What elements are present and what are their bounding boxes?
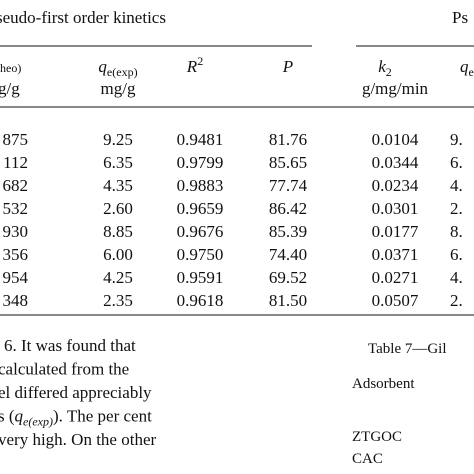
column-header: heo) (0, 61, 21, 75)
table-title: Table 7—Gil (368, 341, 447, 357)
symbol: k (378, 57, 386, 76)
table-cell: 0.0371 (372, 245, 419, 264)
paragraph-line: calculated from the (0, 360, 129, 379)
paragraph-line: very high. On the other (0, 430, 156, 449)
table-cell: 8.85 (103, 222, 133, 241)
column-header: qe(exp) (98, 57, 137, 79)
table-cell: 0.0271 (372, 268, 419, 287)
table-cell: 81.76 (269, 130, 307, 149)
table-cell: 0.9659 (177, 199, 224, 218)
table-header: Adsorbent (352, 376, 415, 392)
table-cell: CAC (352, 451, 383, 467)
table-cell: 954 (3, 268, 29, 287)
table-cell: 0.0104 (372, 130, 419, 149)
table-cell: 348 (3, 291, 29, 310)
table-cell: 6.00 (103, 245, 133, 264)
caption: seudo-first order kinetics (0, 8, 166, 27)
symbol: R (186, 57, 198, 76)
table-cell: 0.0234 (372, 176, 419, 195)
column-header: R2 (186, 54, 203, 76)
column-header: k2 (378, 57, 392, 79)
text: very high. On the other (0, 430, 156, 449)
subscript: 2 (386, 65, 392, 79)
table-cell: 4.35 (103, 176, 133, 195)
table-cell: 0.0344 (372, 153, 419, 172)
table-cell: 0.9676 (177, 222, 224, 241)
column-unit: g/g (0, 79, 20, 98)
table-cell: 0.9750 (177, 245, 224, 264)
table-cell: 2. (450, 199, 463, 218)
table-cell: 9. (450, 130, 463, 149)
superscript: 2 (197, 54, 203, 68)
table-cell: 0.9591 (177, 268, 224, 287)
paragraph-line: s (qe(exp)). The per cent (0, 407, 152, 429)
table-cell: 2. (450, 291, 463, 310)
column-unit: g/mg/min (362, 79, 429, 98)
text: 6. It was found that (4, 336, 136, 355)
table-cell: 532 (3, 199, 29, 218)
table-cell: ZTGOC (352, 429, 402, 445)
paragraph-line: 6. It was found that (4, 336, 136, 355)
table-cell: 4. (450, 176, 463, 195)
table-cell: 2.35 (103, 291, 133, 310)
table-cell: 69.52 (269, 268, 307, 287)
table-cell: 8. (450, 222, 463, 241)
table-cell: 6.35 (103, 153, 133, 172)
table-cell: 0.0301 (372, 199, 419, 218)
symbol: P (282, 57, 293, 76)
text: el differed appreciably (0, 383, 152, 402)
column-header: qe (460, 57, 474, 79)
table-cell: 77.74 (269, 176, 308, 195)
table-cell: 930 (3, 222, 29, 241)
table-cell: 0.9883 (177, 176, 224, 195)
table-cell: 81.50 (269, 291, 307, 310)
symbol: q (98, 57, 107, 76)
symbol: q (460, 57, 469, 76)
table-cell: 6. (450, 245, 463, 264)
table-cell: 0.9799 (177, 153, 224, 172)
table-cell: 86.42 (269, 199, 307, 218)
text: s ( (0, 407, 15, 426)
subscript: e (469, 65, 474, 79)
table-cell: 356 (3, 245, 29, 264)
column-unit: mg/g (101, 79, 136, 98)
table-cell: 112 (3, 153, 28, 172)
table-cell: 85.39 (269, 222, 307, 241)
table-cell: 0.0177 (372, 222, 419, 241)
table-cell: 85.65 (269, 153, 307, 172)
subscript: e(exp) (23, 415, 53, 429)
subscript: e(exp) (107, 65, 138, 79)
table-cell: 6. (450, 153, 463, 172)
text: calculated from the (0, 360, 129, 379)
table-cell: 4. (450, 268, 463, 287)
table-cell: 0.9481 (177, 130, 224, 149)
table-cell: 0.0507 (372, 291, 419, 310)
table-cell: 0.9618 (177, 291, 224, 310)
symbol: q (15, 407, 24, 426)
table-cell: 4.25 (103, 268, 133, 287)
table-cell: 682 (3, 176, 29, 195)
table-cell: 2.60 (103, 199, 133, 218)
table-cell: 875 (3, 130, 29, 149)
caption: Ps (452, 8, 468, 27)
table-cell: 74.40 (269, 245, 307, 264)
text: ). The per cent (53, 407, 152, 426)
table-cell: 9.25 (103, 130, 133, 149)
column-header: P (282, 57, 293, 76)
paragraph-line: el differed appreciably (0, 383, 152, 402)
